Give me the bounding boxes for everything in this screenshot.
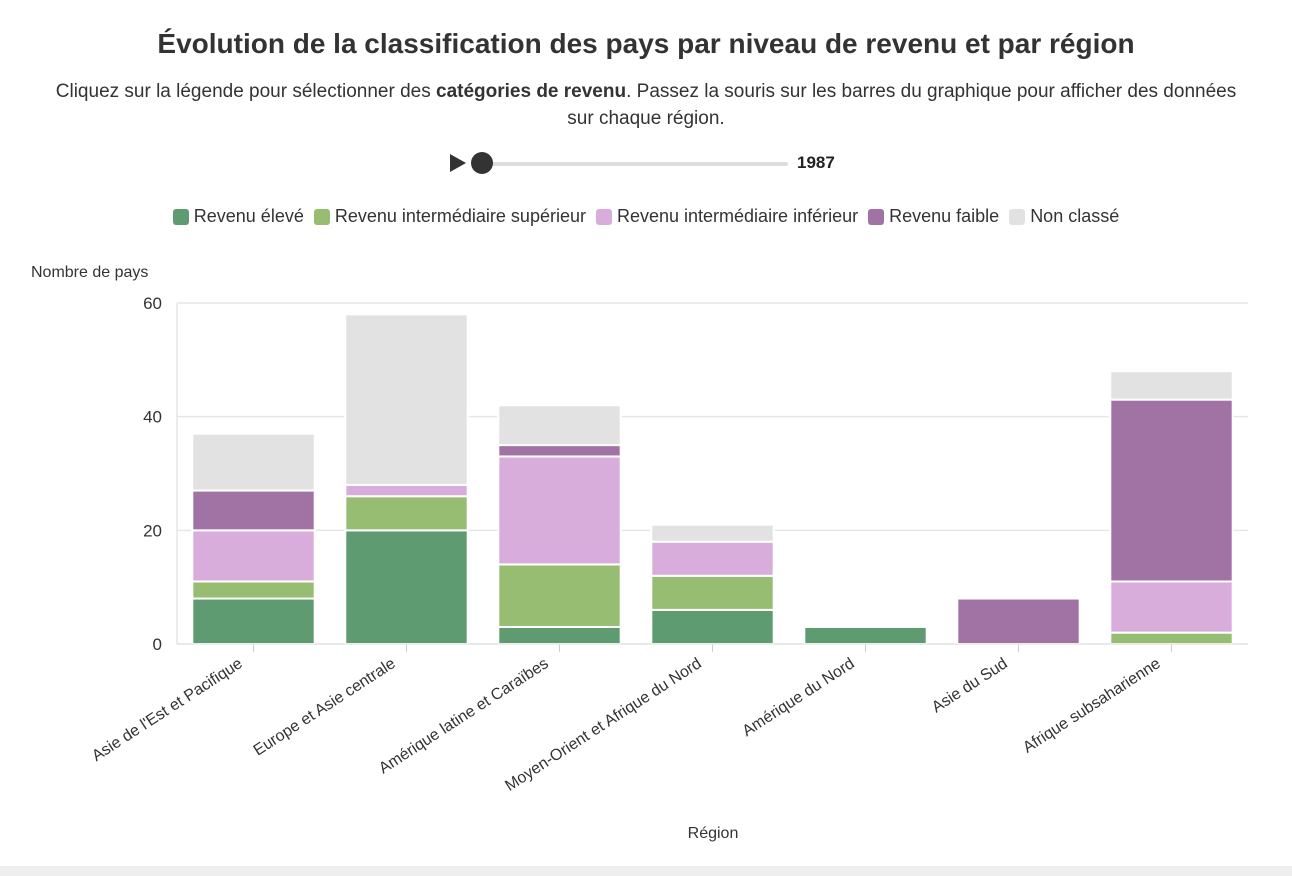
bar-segment[interactable]: [1109, 398, 1234, 583]
x-axis-title: Région: [688, 825, 739, 842]
bar-segment[interactable]: [650, 608, 775, 646]
legend-swatch: [313, 208, 330, 225]
bar-segment[interactable]: [191, 489, 316, 532]
y-axis-title: Nombre de pays: [31, 264, 148, 281]
y-tick-label: 40: [143, 408, 162, 427]
bar-segment[interactable]: [497, 404, 622, 447]
bar-segment[interactable]: [497, 625, 622, 646]
bar-segment[interactable]: [344, 313, 469, 486]
legend-label: Revenu élevé: [193, 206, 304, 226]
x-tick-label: Afrique subsaharienne: [1020, 655, 1164, 757]
bar-segment[interactable]: [344, 483, 469, 498]
bar-segment[interactable]: [344, 529, 469, 645]
bar-segment[interactable]: [1109, 631, 1234, 646]
bar-segment[interactable]: [344, 495, 469, 532]
legend-swatch: [868, 208, 885, 225]
legend-item-revenu-intermediaire-inferieur[interactable]: Revenu intermédiaire inférieur: [595, 206, 859, 227]
year-label: 1987: [797, 153, 835, 172]
legend-item-revenu-intermediaire-superieur[interactable]: Revenu intermédiaire supérieur: [313, 206, 586, 227]
x-tick-label: Asie du Sud: [929, 655, 1011, 716]
bars: [191, 313, 1234, 646]
legend-item-non-classe[interactable]: Non classé: [1009, 206, 1119, 227]
y-tick-label: 0: [153, 635, 162, 654]
bottom-bar: [0, 866, 1292, 876]
legend-swatch: [1009, 208, 1026, 225]
bar-segment[interactable]: [650, 540, 775, 577]
legend-item-revenu-faible[interactable]: Revenu faible: [868, 206, 999, 227]
legend-label: Revenu intermédiaire supérieur: [334, 206, 586, 226]
year-player: 1987: [448, 148, 868, 180]
y-tick-label: 20: [143, 521, 162, 540]
year-slider-track[interactable]: [482, 162, 788, 166]
bar-segment[interactable]: [650, 523, 775, 543]
bar-segment[interactable]: [803, 625, 928, 646]
subtitle-text-end: . Passez la souris sur les barres du gra…: [567, 81, 1237, 129]
bar-segment[interactable]: [191, 597, 316, 645]
legend-label: Revenu faible: [889, 206, 1000, 226]
chart-title: Évolution de la classification des pays …: [157, 28, 1135, 59]
legend-item-revenu-eleve[interactable]: Revenu élevé: [172, 206, 304, 227]
bar-segment[interactable]: [650, 574, 775, 611]
bar-segment[interactable]: [191, 529, 316, 583]
bar-segment[interactable]: [956, 597, 1081, 645]
x-tick-label: Amérique latine et Caraïbes: [376, 655, 552, 777]
x-tick-label: Moyen-Orient et Afrique du Nord: [502, 655, 704, 795]
legend-swatch: [595, 208, 612, 225]
year-slider-thumb[interactable]: [471, 152, 493, 174]
x-tick-label: Europe et Asie centrale: [251, 655, 399, 759]
x-tick-label: Asie de l'Est et Pacifique: [89, 655, 246, 765]
legend-label: Non classé: [1030, 206, 1120, 226]
chart-subtitle: Cliquez sur la légende pour sélectionner…: [50, 78, 1242, 132]
legend-swatch: [172, 208, 189, 225]
bar-segment[interactable]: [191, 432, 316, 492]
y-tick-label: 60: [143, 294, 162, 313]
bar-segment[interactable]: [1109, 580, 1234, 634]
legend: Revenu élevé Revenu intermédiaire supéri…: [0, 206, 1292, 227]
bar-segment[interactable]: [497, 563, 622, 628]
bar-segment[interactable]: [497, 444, 622, 458]
legend-label: Revenu intermédiaire inférieur: [616, 206, 859, 226]
x-tick-label: Amérique du Nord: [740, 655, 858, 740]
play-icon[interactable]: [448, 153, 468, 173]
bar-segment[interactable]: [191, 580, 316, 600]
bar-segment[interactable]: [497, 455, 622, 566]
bar-segment[interactable]: [1109, 370, 1234, 401]
subtitle-text-start: Cliquez sur la légende pour sélectionner…: [55, 81, 436, 102]
subtitle-text-bold: catégories de revenu: [436, 81, 627, 102]
